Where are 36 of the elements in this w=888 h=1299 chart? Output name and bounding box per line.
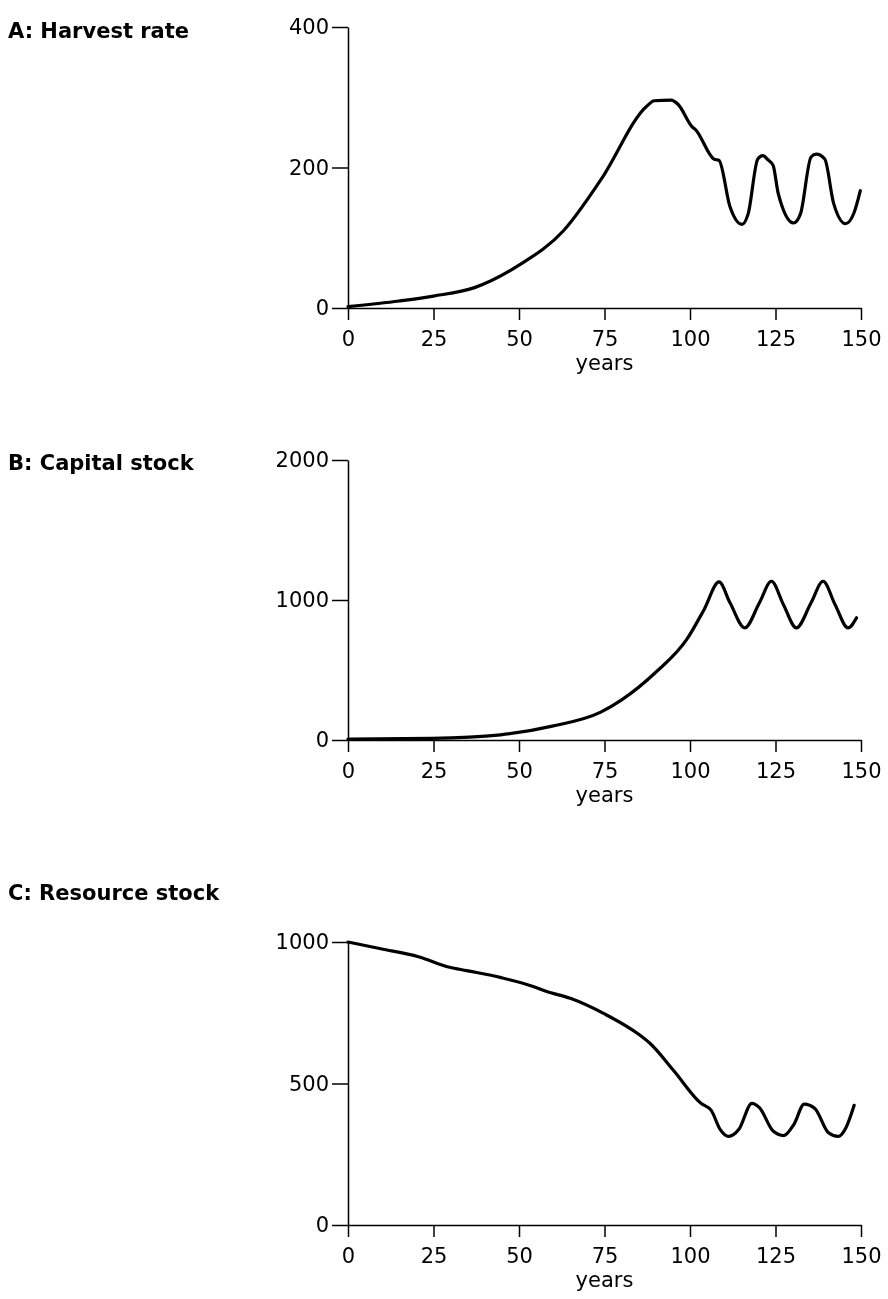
x-tick-label: 50 xyxy=(506,1244,533,1269)
y-tick-label: 2000 xyxy=(275,448,329,473)
y-tick-label: 0 xyxy=(315,296,329,321)
x-tick-label: 25 xyxy=(420,327,448,352)
y-tick-label: 0 xyxy=(315,1213,329,1238)
x-tick-label: 0 xyxy=(341,759,356,784)
x-tick-label: 125 xyxy=(755,327,797,352)
x-tick-label: 125 xyxy=(755,759,797,784)
text: A: Harvest rate xyxy=(8,19,190,43)
x-tick-label: 150 xyxy=(841,1244,882,1269)
x-tick-label: 125 xyxy=(755,1244,797,1269)
text: B: Capital stock xyxy=(8,451,195,475)
x-tick-label: 0 xyxy=(341,1244,356,1269)
x-tick-label: 150 xyxy=(841,327,882,352)
x-tick-label: 75 xyxy=(591,759,619,784)
x-tick-label: 100 xyxy=(670,327,711,352)
y-tick-label: 200 xyxy=(288,155,329,180)
y-tick-label: 500 xyxy=(288,1071,329,1096)
y-tick-label: 1000 xyxy=(275,588,329,613)
x-tick-label: 150 xyxy=(841,759,882,784)
x-axis-title: years xyxy=(575,351,634,375)
x-axis-title: years xyxy=(575,1268,634,1292)
x-tick-label: 75 xyxy=(591,327,619,352)
x-tick-label: 25 xyxy=(420,759,448,784)
x-tick-label: 25 xyxy=(420,1244,448,1269)
y-tick-label: 1000 xyxy=(275,930,329,955)
text: C: Resource stock xyxy=(8,881,221,905)
y-tick-label: 400 xyxy=(288,15,329,40)
x-tick-label: 100 xyxy=(670,1244,711,1269)
x-tick-label: 0 xyxy=(341,327,356,352)
x-tick-label: 75 xyxy=(591,1244,619,1269)
x-tick-label: 50 xyxy=(506,327,533,352)
x-tick-label: 50 xyxy=(506,759,533,784)
x-axis-title: years xyxy=(575,783,634,807)
y-tick-label: 0 xyxy=(315,728,329,753)
x-tick-label: 100 xyxy=(670,759,711,784)
